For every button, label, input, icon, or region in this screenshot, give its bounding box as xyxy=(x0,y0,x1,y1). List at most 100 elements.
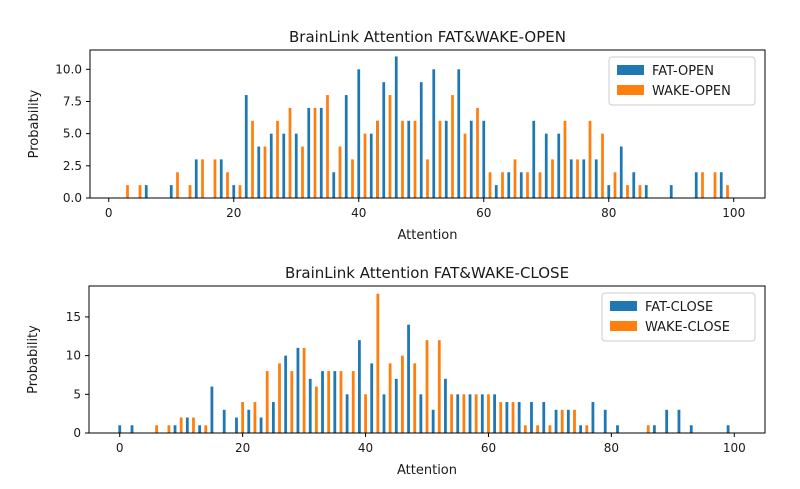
bar-wake-close-31 xyxy=(560,409,564,433)
x-tick-label-1: 20 xyxy=(226,206,241,220)
bar-fat-close-29 xyxy=(505,402,509,433)
bar-wake-open-27 xyxy=(488,172,492,198)
bar-wake-open-25 xyxy=(463,133,467,198)
bar-wake-close-6 xyxy=(253,402,257,433)
legend-swatch-fat-open xyxy=(617,65,644,75)
bar-wake-open-31 xyxy=(538,172,542,198)
bar-fat-open-21 xyxy=(432,69,436,198)
bar-fat-close-40 xyxy=(665,409,669,433)
bar-fat-close-28 xyxy=(493,394,496,433)
bar-wake-close-3 xyxy=(192,417,195,433)
chart-panel-close: BrainLink Attention FAT&WAKE-CLOSE Atten… xyxy=(26,264,766,478)
bar-fat-open-34 xyxy=(594,159,598,198)
bar-fat-open-30 xyxy=(544,133,548,198)
plot-frame-close xyxy=(88,285,766,434)
bar-wake-close-32 xyxy=(573,409,576,433)
ticks-open: 0 20 40 60 80 100 0.0 2.5 5.0 7.5 10.0 xyxy=(55,62,745,220)
bar-wake-close-24 xyxy=(474,394,478,433)
x-axis-label-close: Attention xyxy=(397,463,457,478)
bar-fat-close-43 xyxy=(726,425,730,433)
bar-fat-close-27 xyxy=(480,394,484,433)
bar-fat-open-14 xyxy=(357,69,361,198)
bar-fat-open-15 xyxy=(369,133,373,198)
bar-fat-close-13 xyxy=(308,378,312,433)
bar-wake-close-10 xyxy=(302,347,306,433)
y-tick-label-0: 0.0 xyxy=(63,191,82,205)
bar-wake-open-9 xyxy=(263,146,267,198)
bars-close xyxy=(118,293,730,433)
legend-swatch-wake-close xyxy=(610,321,637,331)
bar-wake-open-7 xyxy=(238,185,242,198)
bar-wake-close-5 xyxy=(241,402,245,433)
x-tick-label-2: 40 xyxy=(351,206,366,220)
bar-wake-open-36 xyxy=(601,133,604,198)
bar-wake-close-17 xyxy=(388,363,392,433)
bar-fat-open-19 xyxy=(407,120,411,198)
bar-wake-close-1 xyxy=(167,425,171,433)
bar-wake-open-38 xyxy=(626,185,629,198)
bar-fat-close-16 xyxy=(345,394,349,433)
bar-fat-open-2 xyxy=(194,159,198,198)
bar-fat-open-32 xyxy=(569,159,573,198)
bar-fat-open-7 xyxy=(269,133,273,198)
x-tick-label-3: 60 xyxy=(476,206,491,220)
bar-wake-close-34 xyxy=(646,425,650,433)
bar-wake-close-22 xyxy=(450,394,453,433)
plot-frame-open xyxy=(89,49,766,199)
bar-fat-close-12 xyxy=(296,347,300,433)
bar-wake-open-18 xyxy=(376,120,379,198)
bar-wake-open-20 xyxy=(401,120,404,198)
bar-wake-open-34 xyxy=(576,159,579,198)
bar-wake-open-11 xyxy=(288,107,292,198)
x-tick-label-4: 80 xyxy=(601,206,616,220)
bar-fat-close-1 xyxy=(130,425,134,433)
y-tick-label-1: 2.5 xyxy=(63,159,82,173)
bar-fat-close-38 xyxy=(616,425,619,433)
bar-wake-close-30 xyxy=(548,425,552,433)
bar-wake-open-16 xyxy=(351,159,354,198)
bar-fat-close-20 xyxy=(394,378,398,433)
bar-wake-open-32 xyxy=(551,159,554,198)
bar-fat-close-6 xyxy=(222,409,226,433)
legend-label-fat-close: FAT-CLOSE xyxy=(645,300,713,315)
bar-wake-open-15 xyxy=(338,146,342,198)
bar-fat-close-37 xyxy=(603,409,607,433)
chart-panel-open: BrainLink Attention FAT&WAKE-OPEN Attent… xyxy=(27,28,766,243)
legend-open: FAT-OPEN WAKE-OPEN xyxy=(608,56,756,106)
bar-wake-close-15 xyxy=(364,394,367,433)
bar-fat-open-4 xyxy=(232,185,236,198)
bar-fat-close-42 xyxy=(689,425,693,433)
bar-fat-open-10 xyxy=(307,107,311,198)
bar-fat-close-36 xyxy=(591,402,595,433)
bar-fat-close-22 xyxy=(419,394,423,433)
bar-wake-close-12 xyxy=(327,371,331,433)
bar-fat-close-0 xyxy=(118,425,122,433)
y-tick-label-1: 5 xyxy=(73,387,81,401)
x-tick-label-0: 0 xyxy=(105,206,113,220)
bar-wake-open-29 xyxy=(513,159,517,198)
bar-fat-close-11 xyxy=(284,355,288,433)
chart-title-open: BrainLink Attention FAT&WAKE-OPEN xyxy=(289,28,566,46)
bar-fat-open-17 xyxy=(382,82,386,198)
legend-box-open xyxy=(608,56,756,106)
bar-fat-open-13 xyxy=(344,95,348,198)
bar-fat-open-20 xyxy=(419,82,423,198)
bar-fat-open-6 xyxy=(257,146,261,198)
bar-wake-open-23 xyxy=(438,120,442,198)
bar-wake-open-2 xyxy=(176,172,179,198)
y-tick-label-0: 0 xyxy=(73,426,81,440)
bar-wake-open-42 xyxy=(726,185,729,198)
bar-wake-open-26 xyxy=(476,107,479,198)
bar-fat-open-31 xyxy=(557,133,561,198)
bar-fat-close-30 xyxy=(517,402,521,433)
legend-label-wake-open: WAKE-OPEN xyxy=(652,84,731,99)
bar-wake-close-14 xyxy=(351,371,355,433)
x-axis-label-open: Attention xyxy=(398,228,458,243)
bar-wake-open-41 xyxy=(713,172,717,198)
bar-wake-open-0 xyxy=(126,185,129,198)
bar-fat-close-41 xyxy=(677,409,681,433)
bar-wake-close-21 xyxy=(437,340,441,433)
legend-box-close xyxy=(601,292,756,342)
bar-fat-close-23 xyxy=(431,409,435,433)
bar-wake-open-39 xyxy=(638,185,642,198)
